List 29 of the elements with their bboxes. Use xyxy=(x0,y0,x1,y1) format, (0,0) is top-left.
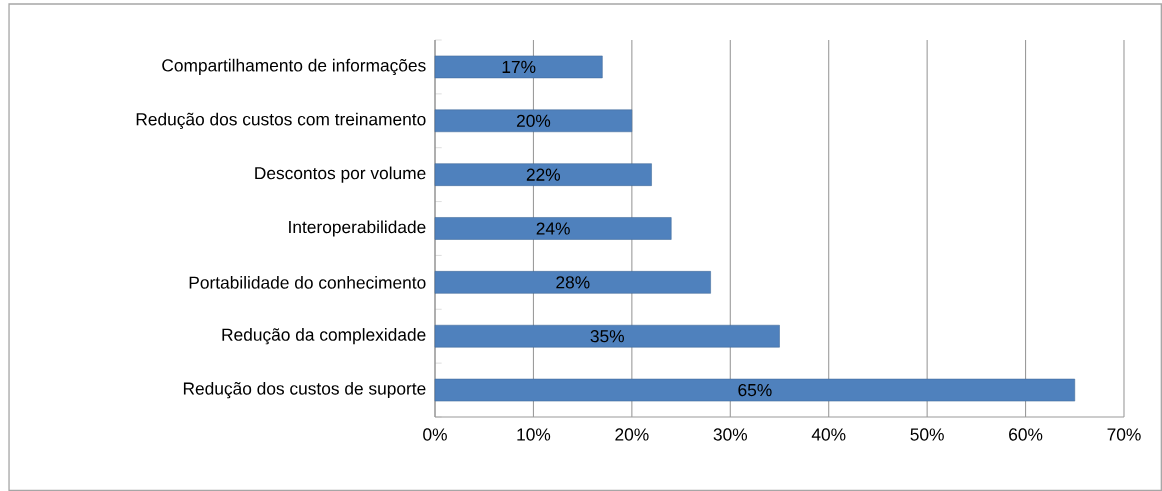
data-label: 20% xyxy=(516,114,551,127)
x-tick-label: 70% xyxy=(1107,428,1141,441)
y-tick-label: Portabilidade do conhecimento xyxy=(189,275,426,289)
x-tick-label: 20% xyxy=(615,428,649,441)
x-tick-label: 10% xyxy=(517,428,551,441)
bar xyxy=(434,55,603,79)
y-tick-label: Redução da complexidade xyxy=(222,328,426,345)
bar xyxy=(434,324,780,348)
bar xyxy=(434,378,1076,402)
bar xyxy=(434,271,711,294)
x-tick-label: 60% xyxy=(1009,428,1043,441)
y-tick-label: Redução dos custos de suporte xyxy=(183,381,426,399)
x-tick-label: 40% xyxy=(811,428,846,441)
y-tick-label: Compartilhamento de informações xyxy=(162,58,426,76)
bar xyxy=(434,109,633,133)
y-tick-label: Redução dos custos com treinamento xyxy=(136,112,426,129)
data-label: 65% xyxy=(738,383,772,397)
y-tick-label: Descontos por volume xyxy=(255,166,426,183)
y-tick-label: Interoperabilidade xyxy=(289,220,426,237)
data-label: 28% xyxy=(556,276,590,289)
data-label: 22% xyxy=(526,168,561,181)
bar xyxy=(434,217,672,240)
x-tick-label: 50% xyxy=(910,428,944,441)
x-tick-label: 30% xyxy=(713,428,748,441)
data-label: 24% xyxy=(536,222,570,235)
x-tick-label: 0% xyxy=(423,428,447,441)
bar xyxy=(434,163,652,186)
data-label: 17% xyxy=(502,60,536,73)
data-label: 35% xyxy=(590,330,624,343)
